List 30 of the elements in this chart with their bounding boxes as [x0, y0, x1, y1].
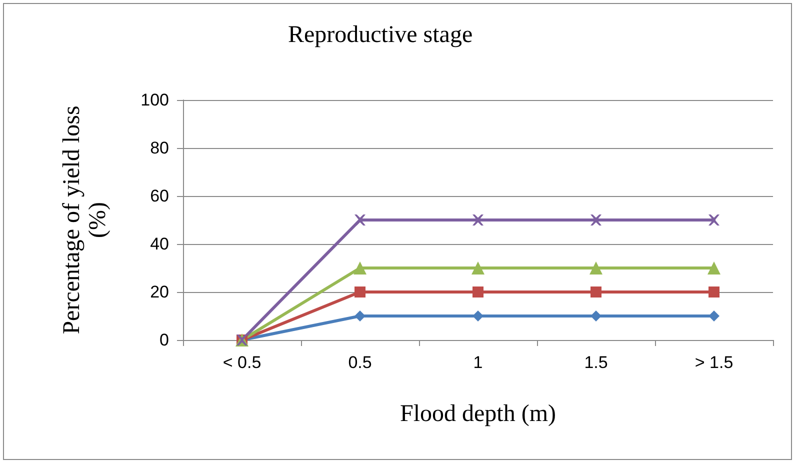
- x-tick-label: 1.5: [584, 353, 608, 372]
- point: [708, 214, 720, 226]
- point: [472, 262, 484, 274]
- point: [354, 214, 366, 226]
- point: [590, 214, 602, 226]
- point: [708, 262, 720, 274]
- point: [708, 286, 720, 298]
- point: [472, 214, 484, 226]
- y-tick-label: 80: [150, 138, 169, 158]
- x-axis-title: Flood depth (m): [400, 401, 556, 427]
- point: [590, 286, 602, 298]
- x-tick-label: 0.5: [348, 353, 372, 372]
- point: [354, 286, 366, 298]
- y-tick-label: 60: [150, 186, 169, 206]
- y-tick-label: 20: [150, 282, 169, 302]
- point: [708, 310, 720, 322]
- point: [354, 310, 366, 322]
- point: [354, 262, 366, 274]
- point: [590, 310, 602, 322]
- point: [590, 262, 602, 274]
- y-tick-label: 0: [160, 330, 169, 350]
- y-tick-label: 100: [140, 90, 169, 110]
- y-axis-title: Percentage of yield loss (%): [59, 106, 111, 334]
- chart-title: Reproductive stage: [288, 22, 473, 48]
- point: [472, 286, 484, 298]
- point: [472, 310, 484, 322]
- y-tick-label: 40: [150, 234, 169, 254]
- x-tick-label: < 0.5: [222, 353, 262, 372]
- x-tick-label: 1: [473, 353, 483, 372]
- x-tick-label: > 1.5: [694, 353, 734, 372]
